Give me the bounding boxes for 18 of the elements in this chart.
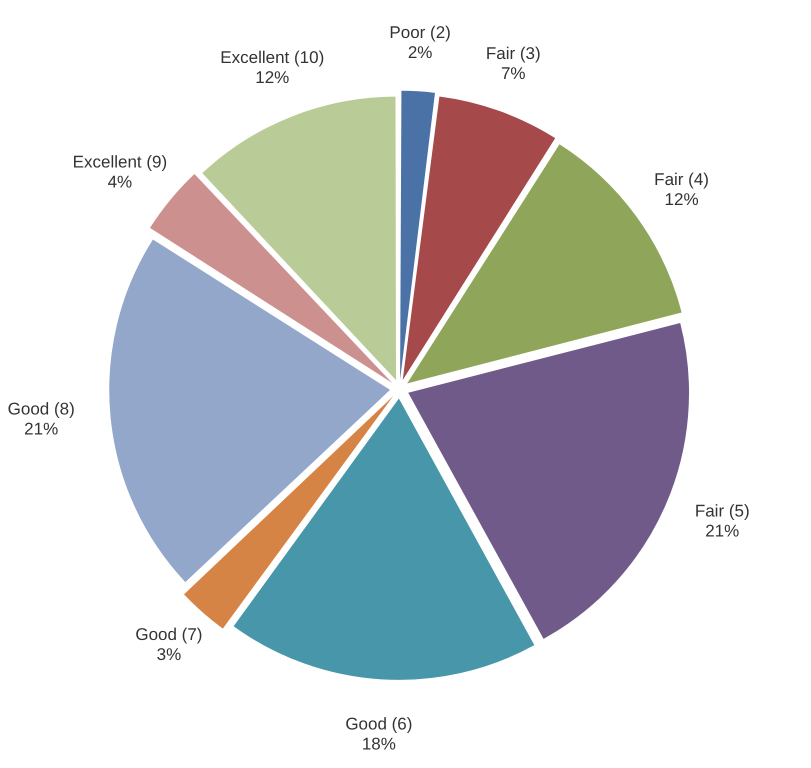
data-label: 18% <box>362 734 396 754</box>
data-label: 7% <box>500 64 526 83</box>
slice-label: Poor (2) <box>389 22 451 42</box>
data-label: 4% <box>108 172 132 192</box>
slice-label: Fair (3) <box>486 44 541 63</box>
slice-label: Excellent (10) <box>220 48 324 67</box>
data-label: 12% <box>255 68 290 87</box>
slice-label: Fair (4) <box>654 170 709 189</box>
data-label: 12% <box>664 190 699 209</box>
slice-label: Good (6) <box>345 714 412 734</box>
data-label: 3% <box>156 644 182 664</box>
slice-label: Fair (5) <box>694 502 750 521</box>
data-label: 2% <box>408 42 432 62</box>
data-label: 21% <box>24 420 58 439</box>
slice-label: Good (7) <box>135 624 202 644</box>
slice-label: Good (8) <box>8 400 75 419</box>
slice-label: Excellent (9) <box>72 152 168 172</box>
data-label: 21% <box>705 522 740 541</box>
